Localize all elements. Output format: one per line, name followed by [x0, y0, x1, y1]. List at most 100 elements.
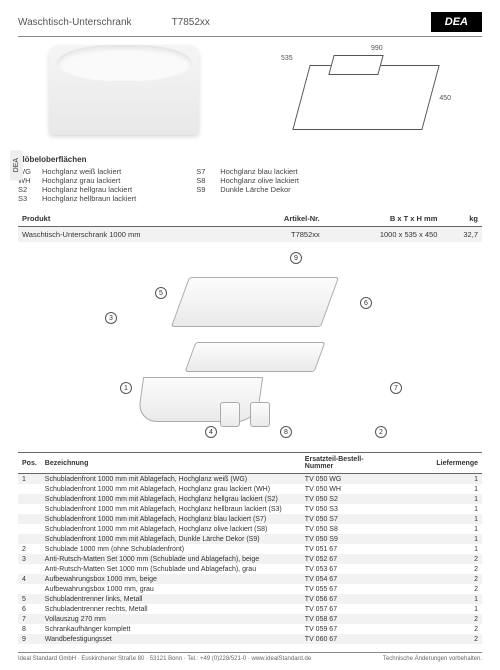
cell-pos: 8 — [18, 624, 41, 634]
th-dim: B x T x H mm — [324, 211, 442, 227]
cell-pos — [18, 564, 41, 574]
surface-code: S3 — [18, 194, 36, 203]
td-dim: 1000 x 535 x 450 — [324, 227, 442, 243]
cell-pos: 4 — [18, 574, 41, 584]
page-title: Waschtisch-Unterschrank — [18, 17, 132, 28]
table-row: 8Schrankaufhänger komplettTV 059 672 — [18, 624, 482, 634]
cell-qty: 1 — [381, 534, 482, 544]
callout-9: 9 — [290, 252, 302, 264]
th-article: Artikel-Nr. — [245, 211, 324, 227]
surface-code: S8 — [196, 176, 214, 185]
cell-pos: 3 — [18, 554, 41, 564]
dim-width: 990 — [371, 45, 383, 52]
callout-3: 3 — [105, 312, 117, 324]
surfaces-section: Möbeloberflächen WGHochglanz weiß lackie… — [18, 155, 482, 203]
cell-pos: 5 — [18, 594, 41, 604]
model-number: T7852xx — [172, 17, 210, 28]
cell-pos — [18, 514, 41, 524]
table-row: 5Schubladentrenner links, MetallTV 056 6… — [18, 594, 482, 604]
cell-qty: 1 — [381, 484, 482, 494]
surface-code: S7 — [196, 167, 214, 176]
surface-row: S7 Hochglanz blau lackiert — [196, 167, 299, 176]
cell-qty: 1 — [381, 594, 482, 604]
th-desc: Bezeichnung — [41, 453, 301, 474]
footer-right: Technische Änderungen vorbehalten. — [383, 656, 482, 662]
callout-8: 8 — [280, 426, 292, 438]
cell-pos: 6 — [18, 604, 41, 614]
table-row: 7Vollauszug 270 mmTV 058 672 — [18, 614, 482, 624]
cell-desc: Aufbewahrungsbox 1000 mm, grau — [41, 584, 301, 594]
cell-desc: Schubladentrenner rechts, Metall — [41, 604, 301, 614]
cell-desc: Aufbewahrungsbox 1000 mm, beige — [41, 574, 301, 584]
table-row: Schubladenfront 1000 mm mit Ablagefach, … — [18, 514, 482, 524]
surface-label: Hochglanz hellbraun lackiert — [42, 194, 136, 203]
cell-desc: Wandbefestigungsset — [41, 634, 301, 644]
cell-pos — [18, 484, 41, 494]
surface-label: Hochglanz blau lackiert — [220, 167, 298, 176]
render-view — [49, 45, 199, 145]
table-row: 2Schublade 1000 mm (ohne Schubladenfront… — [18, 544, 482, 554]
cell-desc: Schrankaufhänger komplett — [41, 624, 301, 634]
surface-row: WGHochglanz weiß lackiert — [18, 167, 136, 176]
cell-desc: Schubladenfront 1000 mm mit Ablagefach, … — [41, 524, 301, 534]
footer-left: Ideal Standard GmbH · Euskirchener Straß… — [18, 656, 311, 662]
callout-5: 5 — [155, 287, 167, 299]
surfaces-title: Möbeloberflächen — [18, 155, 482, 164]
callout-7: 7 — [390, 382, 402, 394]
surface-code: S2 — [18, 185, 36, 194]
th-product: Produkt — [18, 211, 245, 227]
td-kg: 32,7 — [441, 227, 482, 243]
surface-row: S3 Hochglanz hellbraun lackiert — [18, 194, 136, 203]
cell-qty: 2 — [381, 634, 482, 644]
surface-label: Hochglanz olive lackiert — [220, 176, 299, 185]
cell-qty: 2 — [381, 564, 482, 574]
cell-desc: Anti-Rutsch-Matten Set 1000 mm (Schublad… — [41, 564, 301, 574]
cell-num: TV 050 S3 — [301, 504, 381, 514]
table-row: 3Anti-Rutsch-Matten Set 1000 mm (Schubla… — [18, 554, 482, 564]
callout-6: 6 — [360, 297, 372, 309]
table-row: Anti-Rutsch-Matten Set 1000 mm (Schublad… — [18, 564, 482, 574]
cell-num: TV 050 S7 — [301, 514, 381, 524]
cell-qty: 1 — [381, 524, 482, 534]
cell-desc: Schublade 1000 mm (ohne Schubladenfront) — [41, 544, 301, 554]
cell-num: TV 052 67 — [301, 554, 381, 564]
cell-desc: Schubladentrenner links, Metall — [41, 594, 301, 604]
dim-depth: 535 — [281, 55, 293, 62]
cell-desc: Anti-Rutsch-Matten Set 1000 mm (Schublad… — [41, 554, 301, 564]
surface-row: S9Dunkle Lärche Dekor — [196, 185, 299, 194]
surface-row: S2Hochglanz hellgrau lackiert — [18, 185, 136, 194]
cell-desc: Schubladenfront 1000 mm mit Ablagefach, … — [41, 494, 301, 504]
cell-desc: Schubladenfront 1000 mm mit Ablagefach, … — [41, 474, 301, 485]
td-product: Waschtisch-Unterschrank 1000 mm — [18, 227, 245, 243]
table-row: 1 Schubladenfront 1000 mm mit Ablagefach,… — [18, 474, 482, 485]
brand-tag: DEA — [431, 12, 482, 32]
table-row: Schubladenfront 1000 mm mit Ablagefach, … — [18, 504, 482, 514]
table-row: Schubladenfront 1000 mm mit Ablagefach, … — [18, 534, 482, 544]
top-diagrams: 990 535 450 — [18, 45, 482, 145]
product-table: Produkt Artikel-Nr. B x T x H mm kg Wasc… — [18, 211, 482, 242]
cell-desc: Schubladenfront 1000 mm mit Ablagefach, … — [41, 534, 301, 544]
surface-row: S8 Hochglanz olive lackiert — [196, 176, 299, 185]
cell-num: TV 050 WG — [301, 474, 381, 485]
table-row: Schubladenfront 1000 mm mit Ablagefach, … — [18, 494, 482, 504]
cell-qty: 1 — [381, 514, 482, 524]
cell-num: TV 058 67 — [301, 614, 381, 624]
cell-pos: 9 — [18, 634, 41, 644]
callout-1: 1 — [120, 382, 132, 394]
surface-code: S9 — [196, 185, 214, 194]
table-row: 9WandbefestigungssetTV 060 672 — [18, 634, 482, 644]
cell-pos — [18, 494, 41, 504]
dim-height: 450 — [439, 95, 451, 102]
footer: Ideal Standard GmbH · Euskirchener Straß… — [18, 652, 482, 662]
cell-qty: 1 — [381, 474, 482, 485]
cell-qty: 2 — [381, 554, 482, 564]
page: Waschtisch-Unterschrank T7852xx DEA 990 … — [0, 0, 500, 670]
side-tab: DEA — [10, 150, 23, 180]
cell-num: TV 060 67 — [301, 634, 381, 644]
th-kg: kg — [441, 211, 482, 227]
cell-num: TV 050 S2 — [301, 494, 381, 504]
header: Waschtisch-Unterschrank T7852xx DEA — [18, 12, 482, 37]
cell-qty: 2 — [381, 574, 482, 584]
cell-qty: 2 — [381, 614, 482, 624]
callout-4: 4 — [205, 426, 217, 438]
